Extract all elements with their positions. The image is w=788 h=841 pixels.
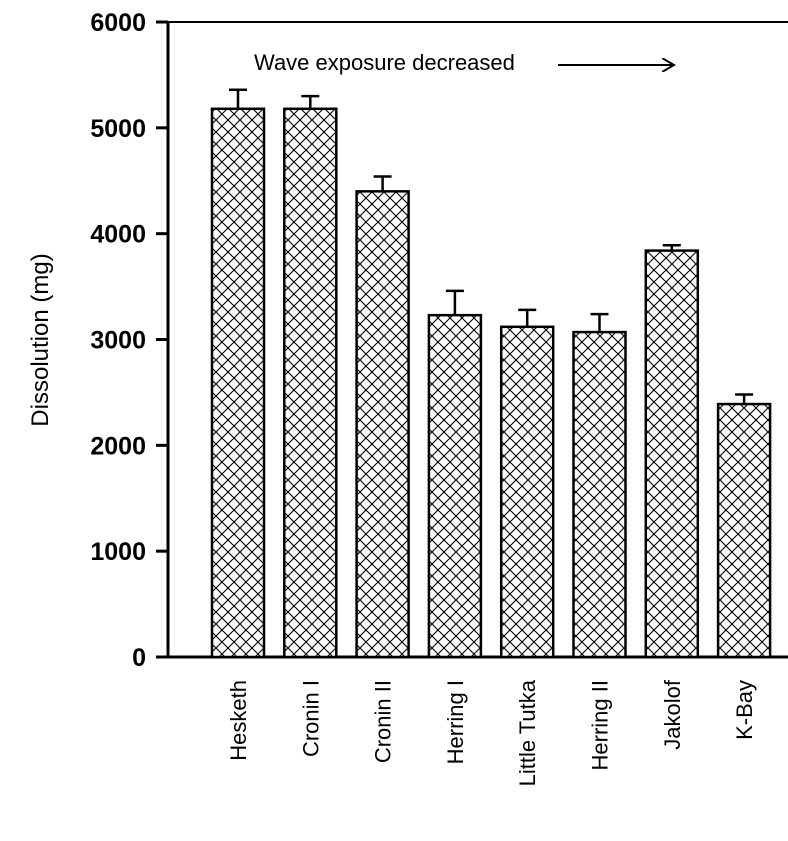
y-ticks: 0 1000 2000 3000 4000 5000 6000 (90, 9, 168, 672)
x-tick-label: K-Bay (732, 680, 757, 740)
x-tick-label: Herring II (588, 680, 613, 770)
wave-exposure-annotation: Wave exposure decreased (254, 50, 515, 75)
bars (210, 107, 772, 659)
y-tick-label: 2000 (90, 432, 146, 460)
x-tick-label: Jakolof (660, 679, 685, 750)
x-tick-label: Little Tutka (515, 679, 540, 786)
y-tick-label: 3000 (90, 327, 146, 355)
bar (210, 107, 266, 659)
x-tick-label: Hesketh (226, 680, 251, 761)
y-tick-label: 0 (132, 644, 146, 672)
x-tick-label: Cronin II (371, 680, 396, 763)
x-tick-label: Herring I (443, 680, 468, 764)
bar (283, 107, 338, 659)
x-labels: Hesketh Cronin I Cronin II Herring I Little … (226, 679, 757, 786)
y-tick-label: 1000 (90, 538, 146, 566)
error-bars (229, 88, 754, 405)
bar (716, 402, 772, 659)
y-axis-title: Dissolution (mg) (27, 253, 54, 426)
bar (572, 330, 627, 659)
bar (355, 190, 410, 659)
y-tick-label: 6000 (90, 9, 146, 37)
y-tick-label: 4000 (90, 221, 146, 249)
bar (499, 325, 555, 659)
x-tick-label: Cronin I (298, 680, 323, 757)
y-tick-label: 5000 (90, 115, 146, 143)
bar (644, 249, 700, 659)
bar (427, 313, 483, 659)
